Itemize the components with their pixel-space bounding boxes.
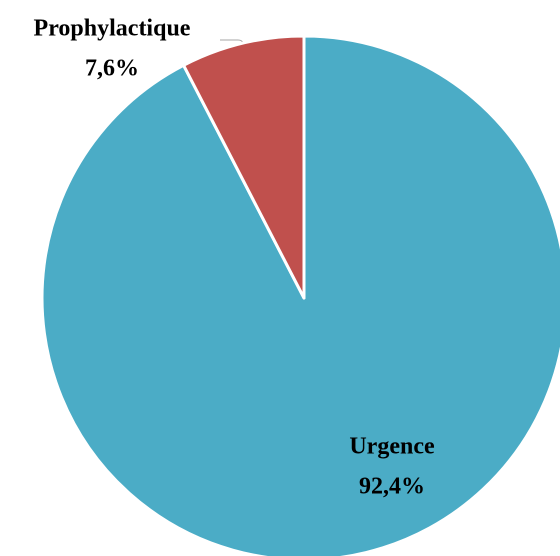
slice-label: Urgence — [349, 434, 435, 460]
slice-label: Prophylactique — [34, 16, 191, 42]
slice-value-label: 7,6% — [85, 56, 139, 82]
slice-value-label: 92,4% — [359, 474, 425, 500]
pie-slice — [182, 34, 306, 300]
pie-slice — [40, 34, 560, 556]
